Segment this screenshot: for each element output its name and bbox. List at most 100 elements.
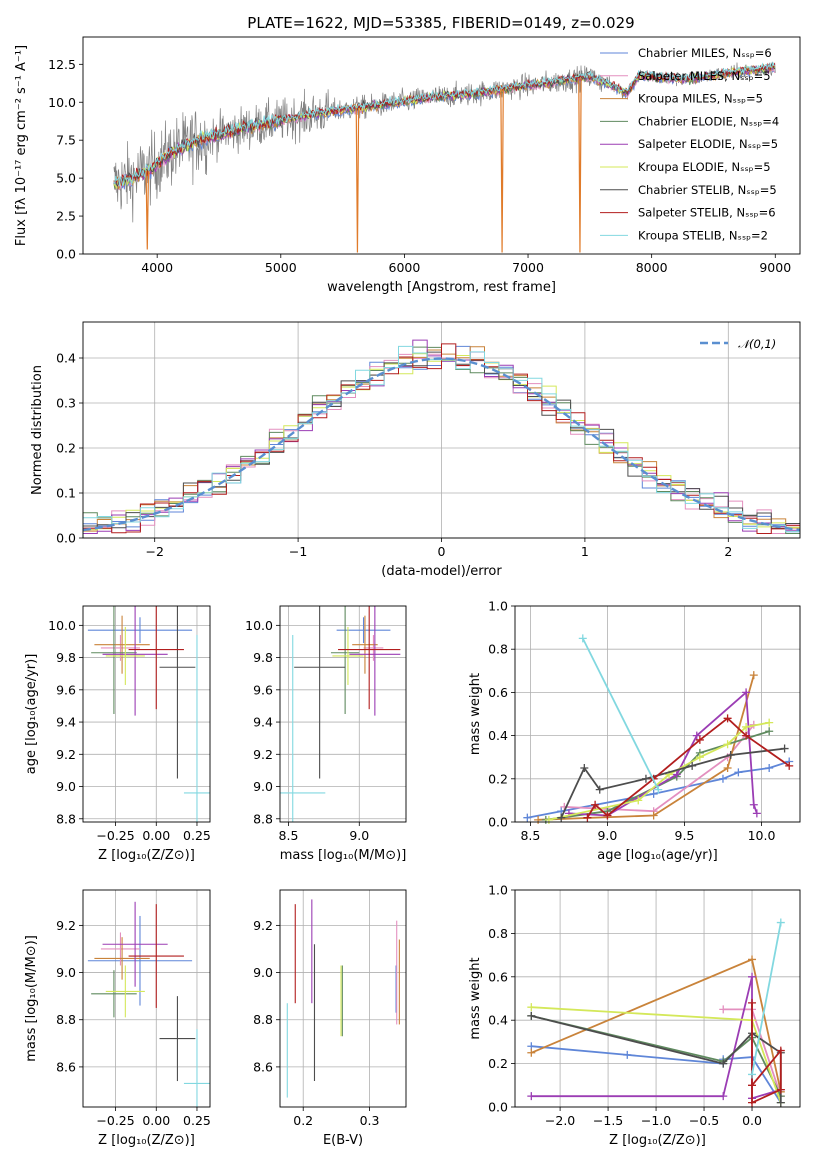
y-tick-label: 8.8 [56, 1012, 76, 1027]
plot-area [280, 606, 401, 822]
mass_vs_ebv-panel: 0.2 0.3 8.6 8.8 9.0 9.2 E(B-V) [253, 889, 407, 1148]
x-tick-label: 0.25 [183, 828, 211, 843]
x-tick-label: −1.0 [641, 1113, 671, 1128]
x-axis-label: age [log₁₀(age/yr)] [597, 848, 718, 863]
point-marker [695, 753, 704, 762]
legend-entry: Kroupa STELIB, Nₛₛₚ=2 [638, 228, 768, 242]
point-marker [603, 811, 612, 820]
point-marker [748, 998, 757, 1007]
x-tick-label: 0.00 [142, 828, 170, 843]
y-tick-label: 0.4 [56, 351, 76, 366]
x-tick-label: 0.00 [142, 1113, 170, 1128]
x-tick-label: 6000 [389, 260, 421, 275]
x-tick-label: −1.5 [593, 1113, 623, 1128]
point-marker [623, 1050, 632, 1059]
y-tick-label: 5.0 [56, 171, 76, 186]
y-tick-label: 9.2 [56, 747, 76, 762]
legend-entry: Salpeter STELIB, Nₛₛₚ=6 [638, 206, 776, 220]
x-tick-label: 8.5 [279, 828, 299, 843]
age_vs_mass-panel: 8.5 9.0 8.8 9.0 9.2 9.4 9.6 9.8 10.0 mass [log₁₀(… [245, 605, 407, 863]
y-tick-label: 9.8 [56, 650, 76, 665]
point-marker [734, 768, 743, 777]
series-line-kroupa-miles [538, 674, 755, 821]
y-tick-label: 9.0 [253, 779, 273, 794]
y-axis-label: mass weight [468, 673, 483, 755]
x-tick-label: 7000 [512, 260, 544, 275]
y-tick-label: 10.0 [48, 95, 76, 110]
y-tick-label: 8.6 [253, 1059, 273, 1074]
plot-frame [279, 605, 407, 823]
y-axis-label: age [log₁₀(age/yr)] [24, 654, 39, 775]
x-tick-label: 8.5 [520, 828, 540, 843]
legend-entry: Kroupa ELODIE, Nₛₛₚ=5 [638, 160, 771, 174]
point-marker [695, 735, 704, 744]
plot-frame [82, 889, 211, 1108]
absorption-feature [500, 89, 504, 253]
point-marker [785, 761, 794, 770]
plot-area [87, 901, 210, 1107]
y-tick-label: 9.6 [253, 682, 273, 697]
point-marker [776, 1046, 785, 1055]
y-tick-label: 7.5 [56, 133, 76, 148]
point-marker [578, 634, 587, 643]
y-tick-label: 9.2 [56, 918, 76, 933]
y-tick-label: 0.3 [56, 396, 76, 411]
point-marker [688, 761, 697, 770]
legend-entry: Salpeter MILES, Nₛₛₚ=5 [638, 69, 771, 83]
y-tick-label: 0.4 [488, 1013, 508, 1028]
y-tick-label: 0.8 [488, 642, 508, 657]
x-tick-label: 9000 [759, 260, 791, 275]
y-tick-label: 0.0 [488, 815, 508, 830]
plot-frame [514, 889, 801, 1108]
x-tick-label: −0.25 [96, 828, 134, 843]
y-tick-label: 9.4 [56, 715, 76, 730]
x-tick-label: 9.0 [597, 828, 617, 843]
point-marker [780, 744, 789, 753]
age_vs_Z-panel: −0.25 0.00 0.25 8.8 9.0 9.2 9.4 9.6 9.8 10.0 Z [lo… [24, 605, 211, 863]
normal-curve [82, 357, 801, 532]
legend-entry: 𝒩(0,1) [738, 337, 776, 351]
point-marker [672, 770, 681, 779]
x-tick-label: 8000 [636, 260, 668, 275]
y-tick-label: 9.2 [253, 747, 273, 762]
point-marker [748, 972, 757, 981]
y-tick-label: 8.6 [56, 1059, 76, 1074]
massweight_vs_Z-panel: −2.0 −1.5 −1.0 −0.5 0.0 0.0 0.2 0.4 0.6 0.8 1.0 Z [… [468, 883, 801, 1148]
point-marker [765, 764, 774, 772]
point-marker [523, 813, 532, 822]
series-line-salpeter-stelib [586, 717, 790, 819]
legend-entry: Chabrier MILES, Nₛₛₚ=6 [638, 46, 772, 60]
x-tick-label: 9.0 [349, 828, 369, 843]
point-marker [776, 918, 785, 927]
point-marker [692, 731, 701, 740]
point-marker [557, 813, 566, 822]
x-tick-label: 0.25 [183, 1113, 211, 1128]
point-marker [527, 1003, 536, 1012]
y-tick-label: 9.0 [56, 965, 76, 980]
y-tick-label: 9.4 [253, 715, 273, 730]
x-axis-label: mass [log₁₀(M/M⊙)] [280, 848, 407, 863]
y-tick-label: 10.0 [48, 618, 76, 633]
y-tick-label: 0.8 [488, 926, 508, 941]
y-tick-label: 8.8 [56, 811, 76, 826]
absorption-feature [355, 108, 360, 253]
y-tick-label: 0.6 [488, 685, 508, 700]
legend-entry: Kroupa MILES, Nₛₛₚ=5 [638, 92, 763, 106]
point-marker [719, 1005, 728, 1014]
point-marker [748, 1081, 757, 1090]
x-tick-label: 2 [724, 544, 732, 559]
x-axis-label: Z [log₁₀(Z/Z⊙)] [609, 1133, 706, 1148]
figure-title: PLATE=1622, MJD=53385, FIBERID=0149, z=0… [247, 14, 634, 32]
plot-frame [514, 605, 801, 823]
plot-frame [82, 605, 211, 823]
point-marker [752, 809, 761, 818]
point-marker [527, 1092, 536, 1101]
point-marker [634, 796, 643, 805]
spectrum-panel: 4000 5000 6000 7000 8000 9000 0.0 2.5 5.0 7.5 10.0… [14, 36, 801, 295]
x-tick-label: 0 [438, 544, 446, 559]
legend-entry: Salpeter ELODIE, Nₛₛₚ=5 [638, 137, 778, 151]
x-axis-label: (data-model)/error [381, 564, 502, 579]
point-marker [765, 727, 774, 736]
massweight_vs_age-panel: 8.5 9.0 9.5 10.0 0.0 0.2 0.4 0.6 0.8 1.0 age [log₁… [468, 599, 801, 863]
y-tick-label: 9.2 [253, 918, 273, 933]
